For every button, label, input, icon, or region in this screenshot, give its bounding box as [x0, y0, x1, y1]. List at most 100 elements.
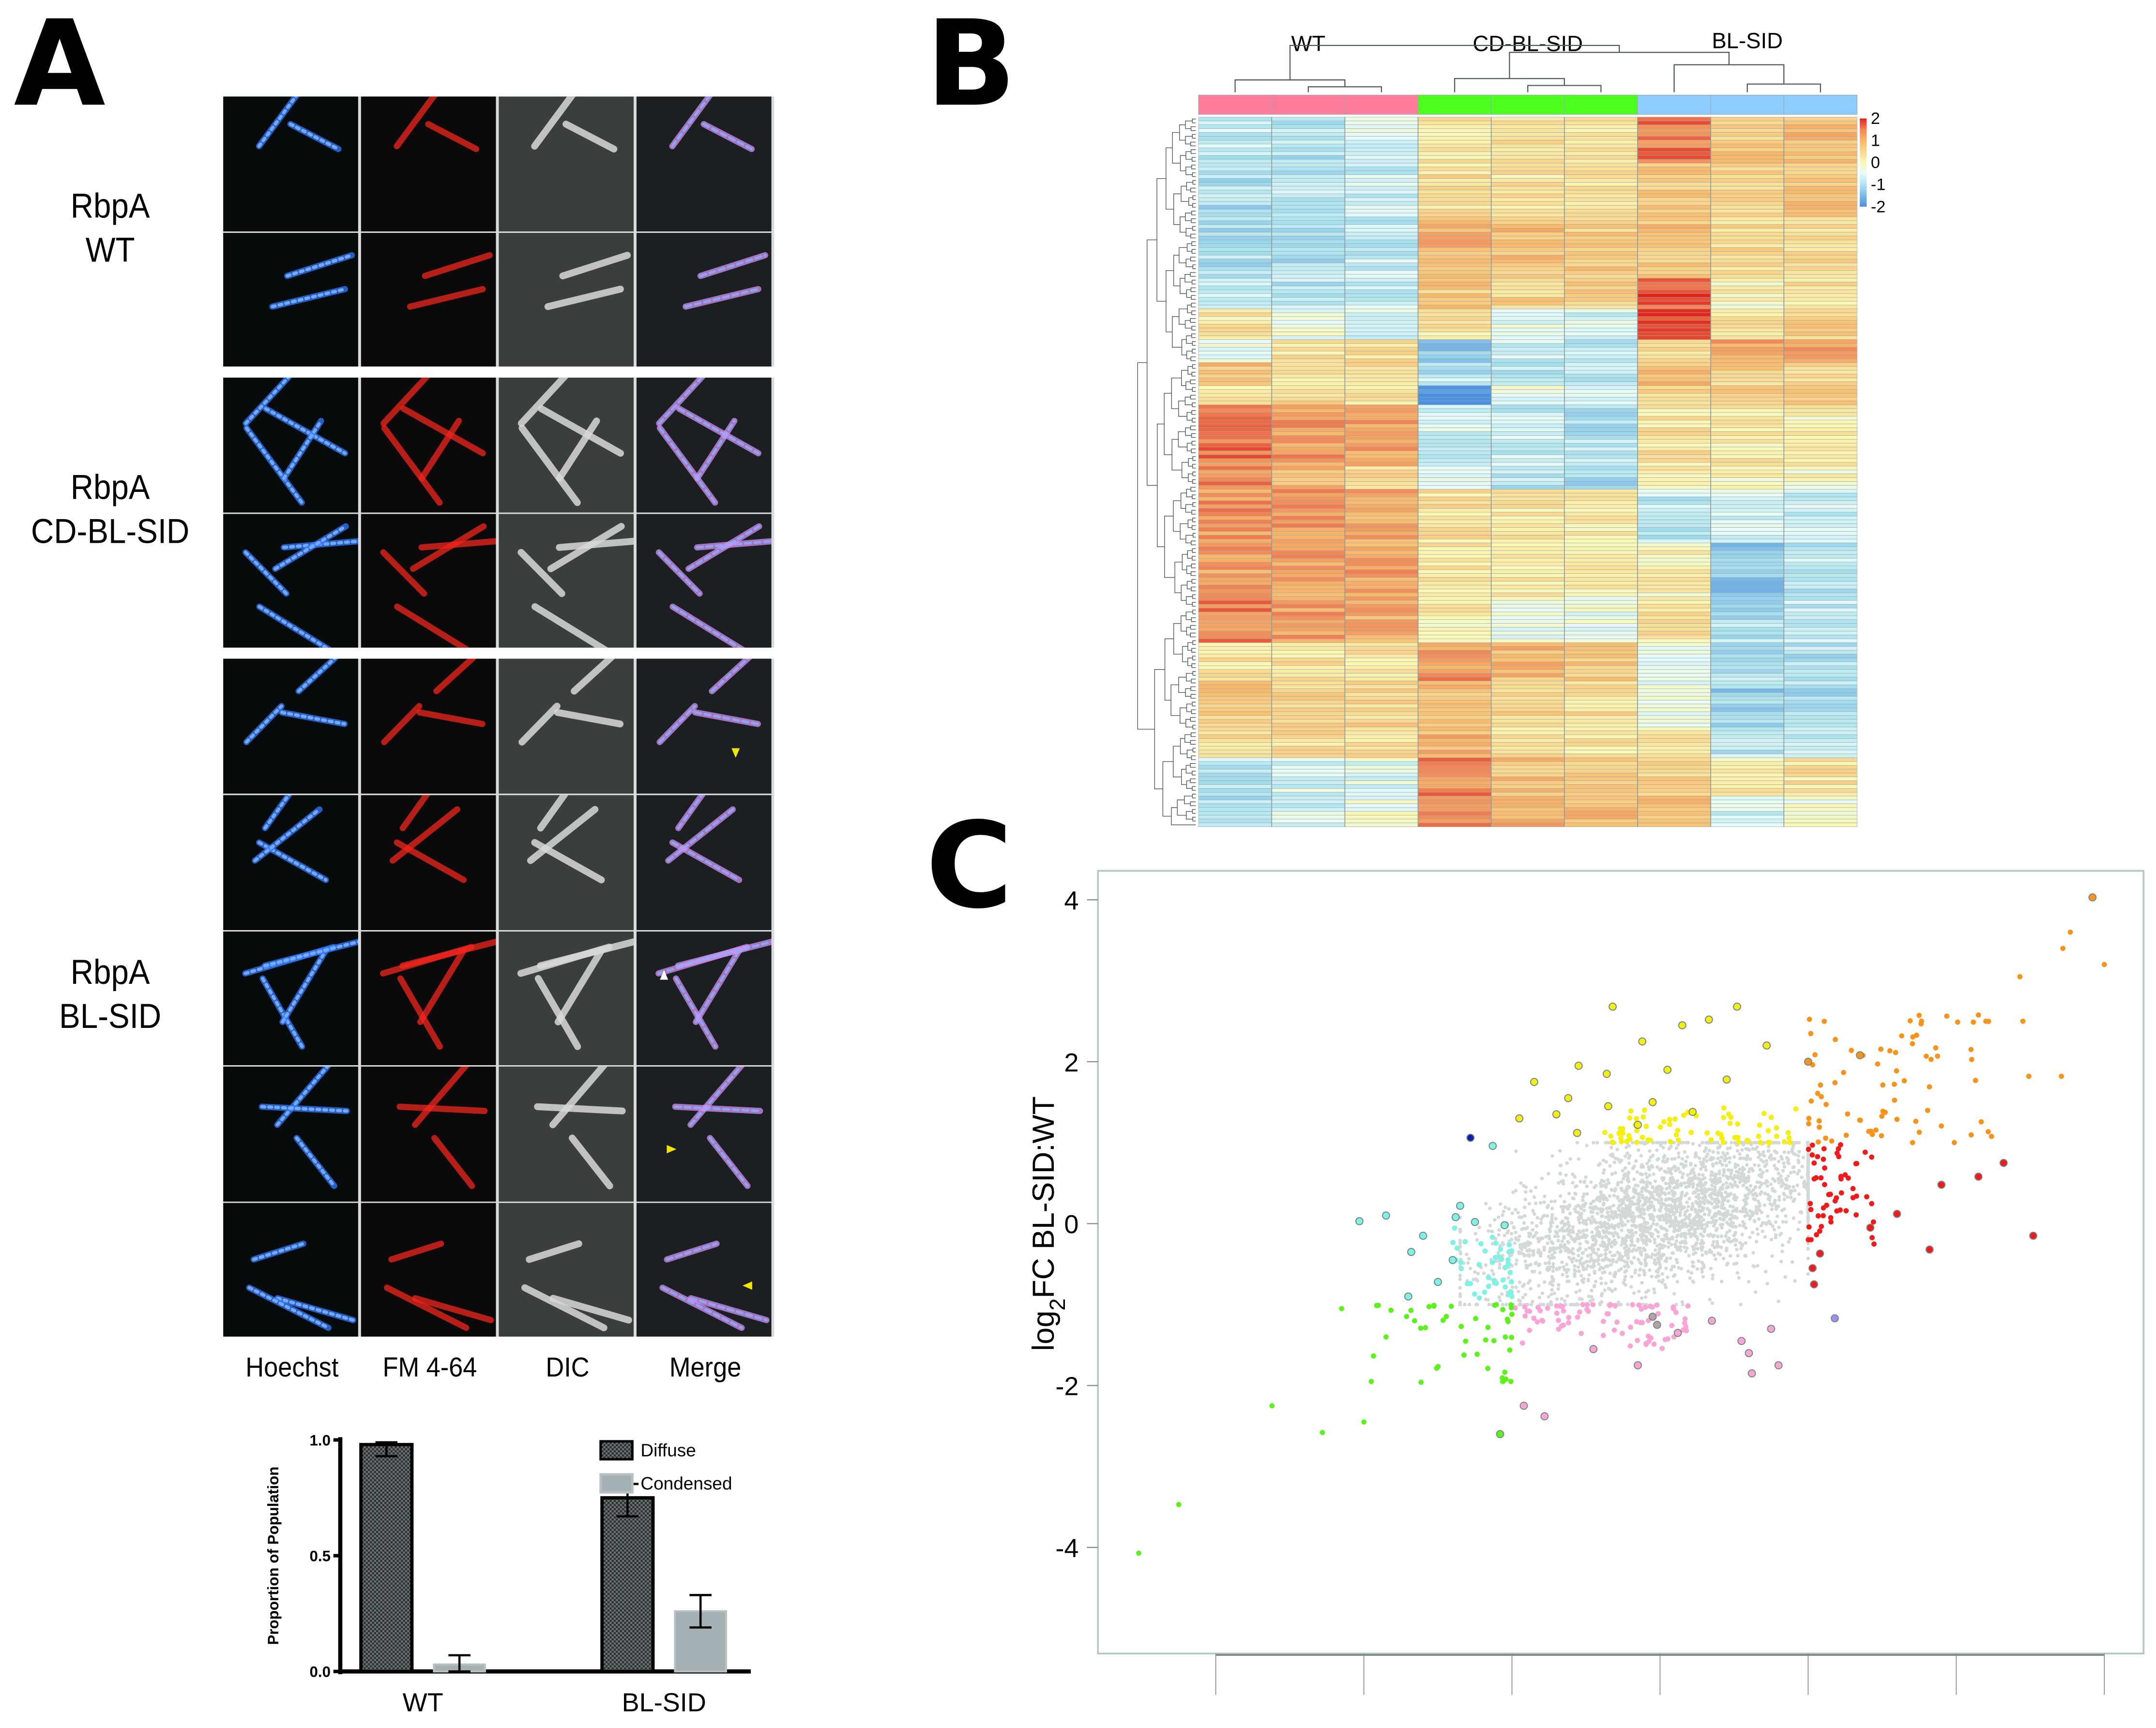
- data-point: [1518, 1235, 1521, 1238]
- data-point: [1728, 1121, 1733, 1126]
- heatmap-cell: [1638, 240, 1711, 244]
- heatmap-cell: [1272, 462, 1345, 466]
- heatmap-cell: [1418, 662, 1491, 666]
- heatmap-cell: [1784, 558, 1857, 562]
- heatmap-cell: [1638, 144, 1711, 148]
- data-point: [1713, 1254, 1716, 1257]
- data-point: [1567, 1231, 1571, 1234]
- row-dendrogram-branch: [1186, 719, 1193, 727]
- heatmap-cell: [1199, 201, 1272, 205]
- data-point: [1716, 1240, 1719, 1243]
- heatmap-cell: [1418, 677, 1491, 681]
- data-point: [1581, 1229, 1585, 1232]
- heatmap-cell: [1199, 263, 1272, 267]
- data-point: [1563, 1299, 1566, 1302]
- data-point: [1939, 1123, 1944, 1129]
- heatmap-cell: [1638, 692, 1711, 696]
- row-dendrogram-branch: [1191, 142, 1196, 146]
- data-point: [1727, 1223, 1731, 1226]
- data-point: [1656, 1235, 1660, 1238]
- data-point: [1601, 1258, 1604, 1262]
- heatmap-cell: [1272, 662, 1345, 666]
- data-point: [1703, 1165, 1707, 1168]
- heatmap-cell: [1564, 432, 1638, 436]
- micrograph-image: [499, 233, 634, 367]
- heatmap-cell: [1199, 639, 1272, 642]
- heatmap-cell: [1784, 439, 1857, 443]
- row-dendrogram-branch: [1192, 349, 1196, 353]
- heatmap-cell: [1199, 401, 1272, 405]
- data-point: [1651, 1165, 1654, 1169]
- data-point: [1514, 1231, 1517, 1234]
- heatmap-cell: [1638, 554, 1711, 558]
- data-point: [1458, 1274, 1462, 1277]
- heatmap-cell: [1711, 578, 1784, 581]
- heatmap-cell: [1784, 593, 1857, 596]
- heatmap-cell: [1638, 773, 1711, 777]
- heatmap-cell: [1418, 186, 1491, 190]
- heatmap-cell: [1564, 800, 1638, 804]
- data-point: [1565, 1263, 1568, 1266]
- heatmap-cell: [1784, 432, 1857, 436]
- heatmap-cell: [1345, 144, 1418, 148]
- data-point: [1487, 1229, 1490, 1233]
- heatmap-cell: [1638, 508, 1711, 512]
- data-point: [1594, 1280, 1597, 1283]
- data-point: [1666, 1197, 1669, 1201]
- heatmap-cell: [1199, 213, 1272, 217]
- data-point: [1806, 1147, 1811, 1152]
- heatmap-cell: [1418, 140, 1491, 144]
- heatmap-cell: [1418, 382, 1491, 386]
- data-point: [1691, 1202, 1694, 1206]
- heatmap-row-cluster: [1199, 596, 1857, 642]
- heatmap-cell: [1199, 328, 1272, 332]
- heatmap-cell: [1199, 416, 1272, 420]
- data-point: [1779, 1184, 1783, 1188]
- data-point: [1765, 1162, 1768, 1166]
- heatmap-cell: [1418, 275, 1491, 278]
- heatmap-cell: [1784, 551, 1857, 554]
- data-point: [1745, 1138, 1750, 1143]
- heatmap-cell: [1711, 367, 1784, 370]
- heatmap-cell: [1491, 616, 1564, 620]
- heatmap-cell: [1564, 278, 1638, 282]
- heatmap-cell: [1638, 313, 1711, 317]
- row-dendrogram-branch: [1191, 449, 1196, 453]
- data-point: [1490, 1230, 1494, 1233]
- data-point: [1643, 1212, 1646, 1215]
- data-point: [1735, 1262, 1738, 1265]
- heatmap-cell: [1784, 363, 1857, 367]
- heatmap-cell: [1638, 374, 1711, 378]
- heatmap-cell: [1345, 244, 1418, 247]
- data-point: [1712, 1180, 1715, 1184]
- data-point: [1641, 1115, 1646, 1120]
- data-point: [1601, 1224, 1604, 1228]
- data-point: [1713, 1246, 1716, 1249]
- heatmap-cell: [1711, 773, 1784, 777]
- heatmap-cell: [1345, 336, 1418, 340]
- data-point: [1717, 1169, 1721, 1173]
- row-dendrogram-branch: [1182, 462, 1189, 478]
- data-point: [1592, 1251, 1595, 1254]
- data-point: [1539, 1201, 1542, 1205]
- heatmap-cell: [1784, 125, 1857, 129]
- heatmap-cell: [1491, 762, 1564, 765]
- heatmap-cell: [1418, 593, 1491, 596]
- data-point: [1741, 1207, 1745, 1210]
- annotation-bar-wt: [1199, 95, 1272, 114]
- heatmap-cell: [1272, 646, 1345, 650]
- heatmap-cell: [1564, 666, 1638, 670]
- data-point: [1674, 1216, 1677, 1219]
- data-point: [1752, 1197, 1755, 1200]
- heatmap-cell: [1345, 363, 1418, 367]
- data-point: [1758, 1204, 1761, 1208]
- micrograph-cd-bl-sid-row1-fm464: [361, 378, 496, 513]
- data-point: [1606, 1215, 1609, 1219]
- heatmap-cell: [1272, 428, 1345, 432]
- heatmap-cell: [1491, 240, 1564, 244]
- data-point: [1766, 1128, 1771, 1133]
- data-point: [1597, 1262, 1600, 1266]
- data-point: [1604, 1282, 1608, 1285]
- data-point: [1738, 1152, 1742, 1156]
- data-point: [1724, 1234, 1727, 1238]
